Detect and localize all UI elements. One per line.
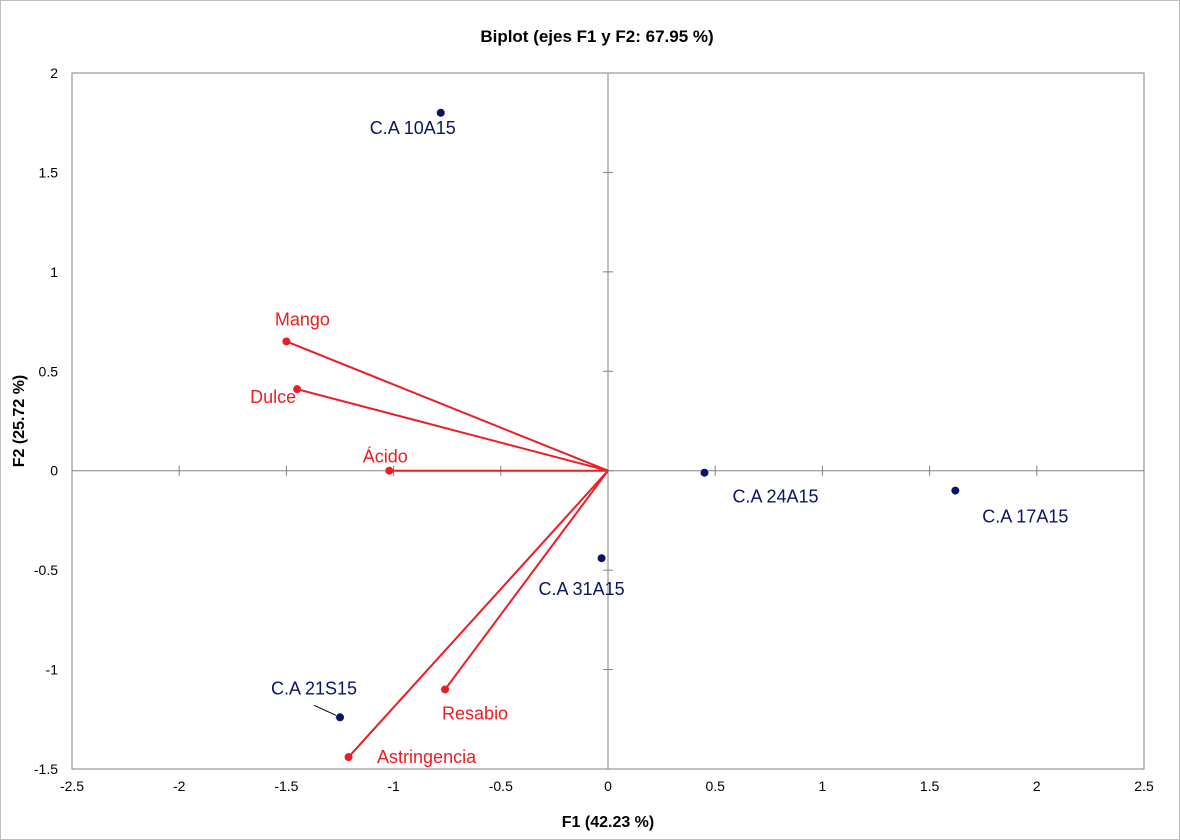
- observation-point: [597, 554, 606, 563]
- x-tick-label: -2: [173, 778, 186, 794]
- y-tick-label: -0.5: [34, 562, 58, 578]
- variable-vectors: Mango Dulce Ácido Resabio Astringencia: [250, 309, 609, 767]
- observation-label: C.A 24A15: [732, 487, 818, 507]
- x-tick-label: -1: [387, 778, 400, 794]
- observation-label: C.A 21S15: [271, 678, 357, 698]
- x-tick-label: -2.5: [60, 778, 84, 794]
- x-tick-label: -0.5: [489, 778, 513, 794]
- variable-point: [282, 337, 291, 346]
- observation-point: [700, 468, 709, 477]
- y-tick-labels: -1.5 -1 -0.5 0 0.5 1 1.5 2: [34, 65, 613, 777]
- y-tick-label: 1.5: [39, 164, 59, 180]
- observation-label: C.A 17A15: [982, 507, 1068, 527]
- observation-point: [436, 108, 445, 117]
- y-tick-label: -1: [46, 662, 59, 678]
- x-tick-label: 2: [1033, 778, 1041, 794]
- x-tick-labels: -2.5 -2 -1.5 -1 -0.5 0 0.5 1 1.5 2 2.5: [60, 465, 1154, 794]
- variable-vector: [444, 470, 609, 691]
- observation-points: C.A 10A15 C.A 24A15 C.A 17A15 C.A 31A15 C.A …: [271, 108, 1068, 722]
- variable-label: Astringencia: [377, 747, 477, 767]
- x-axis-title: F1 (42.23 %): [562, 814, 654, 831]
- variable-point: [441, 685, 450, 694]
- y-tick-label: -1.5: [34, 761, 58, 777]
- variable-label: Ácido: [363, 447, 408, 467]
- y-axis-title: F2 (25.72 %): [11, 375, 28, 467]
- variable-point: [385, 466, 394, 475]
- variable-vector: [296, 388, 609, 472]
- label-leader-line: [313, 704, 337, 716]
- observation-label: C.A 31A15: [539, 579, 625, 599]
- variable-vector: [286, 340, 609, 472]
- observation-point: [951, 486, 960, 495]
- y-tick-label: 0: [50, 463, 58, 479]
- variable-label: Dulce: [250, 387, 296, 407]
- x-tick-label: 0: [604, 778, 612, 794]
- x-tick-label: 0.5: [705, 778, 725, 794]
- y-tick-label: 2: [50, 65, 58, 81]
- chart-title: Biplot (ejes F1 y F2: 67.95 %): [480, 27, 713, 46]
- x-tick-label: -1.5: [274, 778, 298, 794]
- variable-vector: [347, 470, 609, 758]
- y-tick-label: 0.5: [39, 363, 59, 379]
- observation-label: C.A 10A15: [370, 118, 456, 138]
- x-tick-label: 2.5: [1134, 778, 1154, 794]
- y-tick-label: 1: [50, 264, 58, 280]
- variable-point: [344, 753, 353, 762]
- variable-label: Resabio: [442, 703, 508, 723]
- x-tick-label: 1: [819, 778, 827, 794]
- variable-label: Mango: [275, 309, 330, 329]
- variable-point: [293, 385, 302, 394]
- x-tick-label: 1.5: [920, 778, 940, 794]
- observation-point: [336, 713, 344, 722]
